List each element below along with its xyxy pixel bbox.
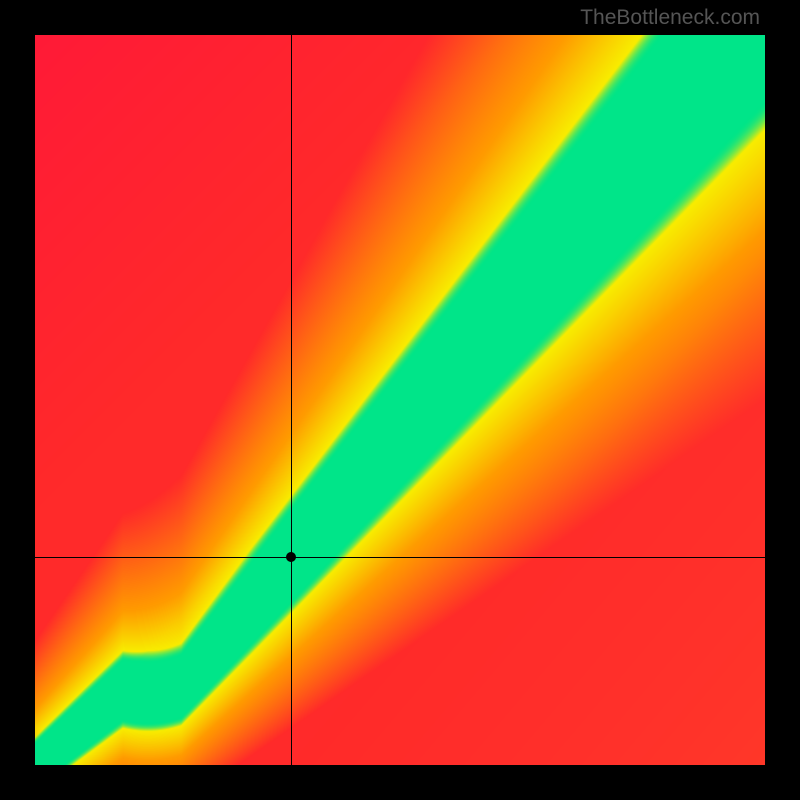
crosshair-vertical	[291, 35, 292, 765]
crosshair-horizontal	[35, 557, 765, 558]
watermark-text: TheBottleneck.com	[580, 6, 760, 30]
heatmap-canvas	[35, 35, 765, 765]
heatmap-plot-area	[35, 35, 765, 765]
marker-dot	[286, 552, 296, 562]
